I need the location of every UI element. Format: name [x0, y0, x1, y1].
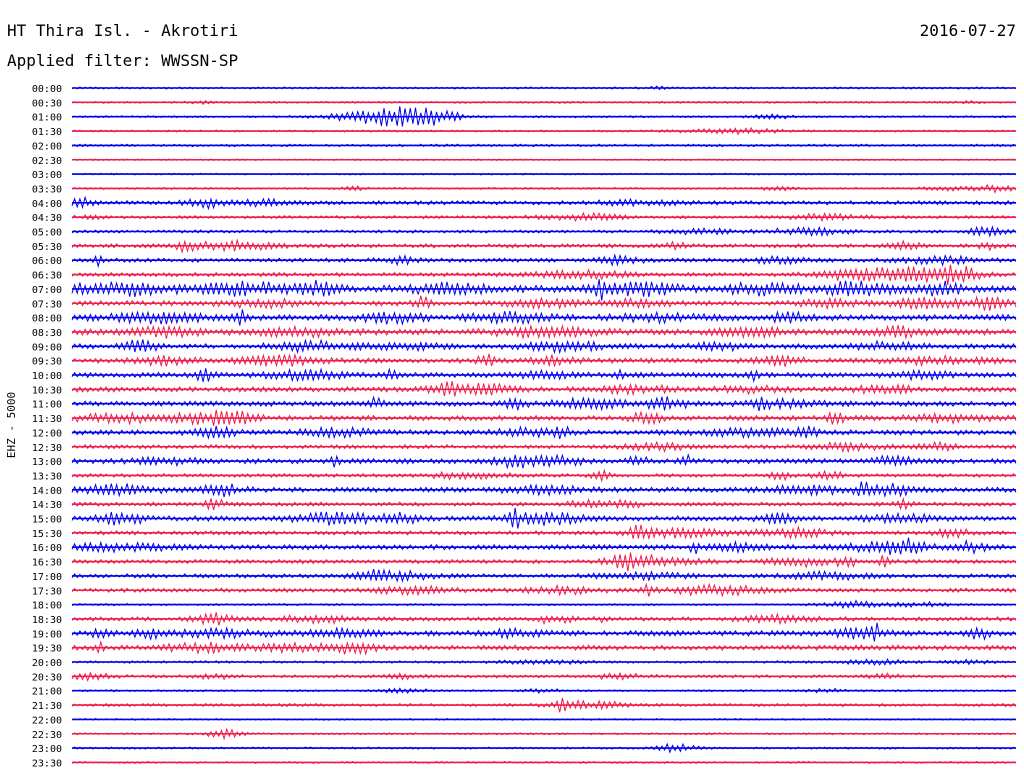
seismic-trace-row — [71, 425, 1017, 440]
time-label: 09:00 — [32, 342, 62, 353]
time-label: 20:30 — [32, 672, 62, 683]
time-label: 22:30 — [32, 730, 62, 741]
time-label: 05:00 — [32, 228, 62, 239]
seismic-trace-row — [71, 367, 1017, 384]
date-label: 2016-07-27 — [920, 21, 1016, 40]
seismic-trace-row — [71, 440, 1017, 454]
seismic-trace-row — [71, 381, 1017, 397]
time-label: 15:30 — [32, 529, 62, 540]
time-label: 13:30 — [32, 471, 62, 482]
seismic-traces — [71, 85, 1017, 765]
time-label: 10:00 — [32, 371, 62, 382]
time-label: 12:00 — [32, 428, 62, 439]
seismic-trace-row — [71, 253, 1017, 269]
time-label: 23:30 — [32, 758, 62, 769]
filter-label: Applied filter: WWSSN-SP — [7, 51, 238, 70]
seismic-trace-row — [71, 481, 1017, 498]
seismic-trace-row — [71, 264, 1017, 286]
time-label: 01:30 — [32, 127, 62, 138]
seismic-trace-row — [71, 211, 1017, 223]
time-label: 21:00 — [32, 687, 62, 698]
time-label: 14:00 — [32, 486, 62, 497]
time-label: 07:30 — [32, 299, 62, 310]
time-label: 17:30 — [32, 586, 62, 597]
time-label: 01:00 — [32, 113, 62, 124]
time-label: 02:30 — [32, 156, 62, 167]
seismic-trace-row — [71, 622, 1017, 642]
seismic-trace-row — [71, 238, 1017, 255]
time-label: 00:00 — [32, 84, 62, 95]
seismic-trace-row — [71, 582, 1017, 598]
seismic-trace-row — [71, 225, 1017, 238]
time-label: 04:30 — [32, 213, 62, 224]
time-label: 08:30 — [32, 328, 62, 339]
time-label: 02:00 — [32, 141, 62, 152]
time-axis-labels: 00:00 00:30 01:00 01:30 02:00 02:30 03:00 03:30… — [32, 84, 62, 769]
seismic-trace-row — [71, 468, 1017, 483]
seismic-trace-row — [71, 640, 1017, 656]
channel-axis-label: EHZ - 5000 — [5, 392, 18, 458]
time-label: 03:30 — [32, 184, 62, 195]
seismic-trace-row — [71, 671, 1017, 683]
time-label: 18:00 — [32, 601, 62, 612]
time-label: 13:00 — [32, 457, 62, 468]
time-label: 18:30 — [32, 615, 62, 626]
time-label: 07:00 — [32, 285, 62, 296]
time-label: 19:00 — [32, 629, 62, 640]
time-label: 06:00 — [32, 256, 62, 267]
time-label: 06:30 — [32, 271, 62, 282]
time-label: 19:30 — [32, 644, 62, 655]
time-label: 20:00 — [32, 658, 62, 669]
seismic-trace-row — [71, 338, 1017, 355]
time-label: 15:00 — [32, 515, 62, 526]
seismic-trace-row — [71, 409, 1017, 427]
seismic-trace-row — [71, 537, 1017, 556]
time-label: 23:00 — [32, 744, 62, 755]
time-label: 21:30 — [32, 701, 62, 712]
seismic-trace-row — [71, 295, 1017, 311]
time-label: 04:00 — [32, 199, 62, 210]
time-label: 22:00 — [32, 715, 62, 726]
time-label: 16:30 — [32, 558, 62, 569]
time-label: 11:30 — [32, 414, 62, 425]
time-label: 12:30 — [32, 443, 62, 454]
time-label: 03:00 — [32, 170, 62, 181]
seismic-trace-row — [71, 352, 1017, 368]
time-label: 09:30 — [32, 357, 62, 368]
seismic-trace-row — [71, 453, 1017, 470]
seismic-trace-row — [71, 568, 1017, 583]
time-label: 11:00 — [32, 400, 62, 411]
time-label: 05:30 — [32, 242, 62, 253]
time-label: 16:00 — [32, 543, 62, 554]
seismic-trace-row — [71, 395, 1017, 412]
seismic-trace-row — [71, 496, 1017, 511]
seismic-trace-row — [71, 657, 1017, 667]
seismic-trace-row — [71, 697, 1017, 713]
seismic-trace-row — [71, 324, 1017, 340]
seismic-trace-row — [71, 612, 1017, 626]
time-label: 10:30 — [32, 385, 62, 396]
time-label: 17:00 — [32, 572, 62, 583]
time-label: 14:30 — [32, 500, 62, 511]
seismic-trace-row — [71, 507, 1017, 529]
time-label: 08:00 — [32, 314, 62, 325]
station-title: HT Thira Isl. - Akrotiri — [7, 21, 238, 40]
seismic-trace-row — [71, 524, 1017, 541]
seismic-trace-row — [71, 279, 1017, 301]
seismic-trace-row — [71, 309, 1017, 326]
time-label: 00:30 — [32, 98, 62, 109]
